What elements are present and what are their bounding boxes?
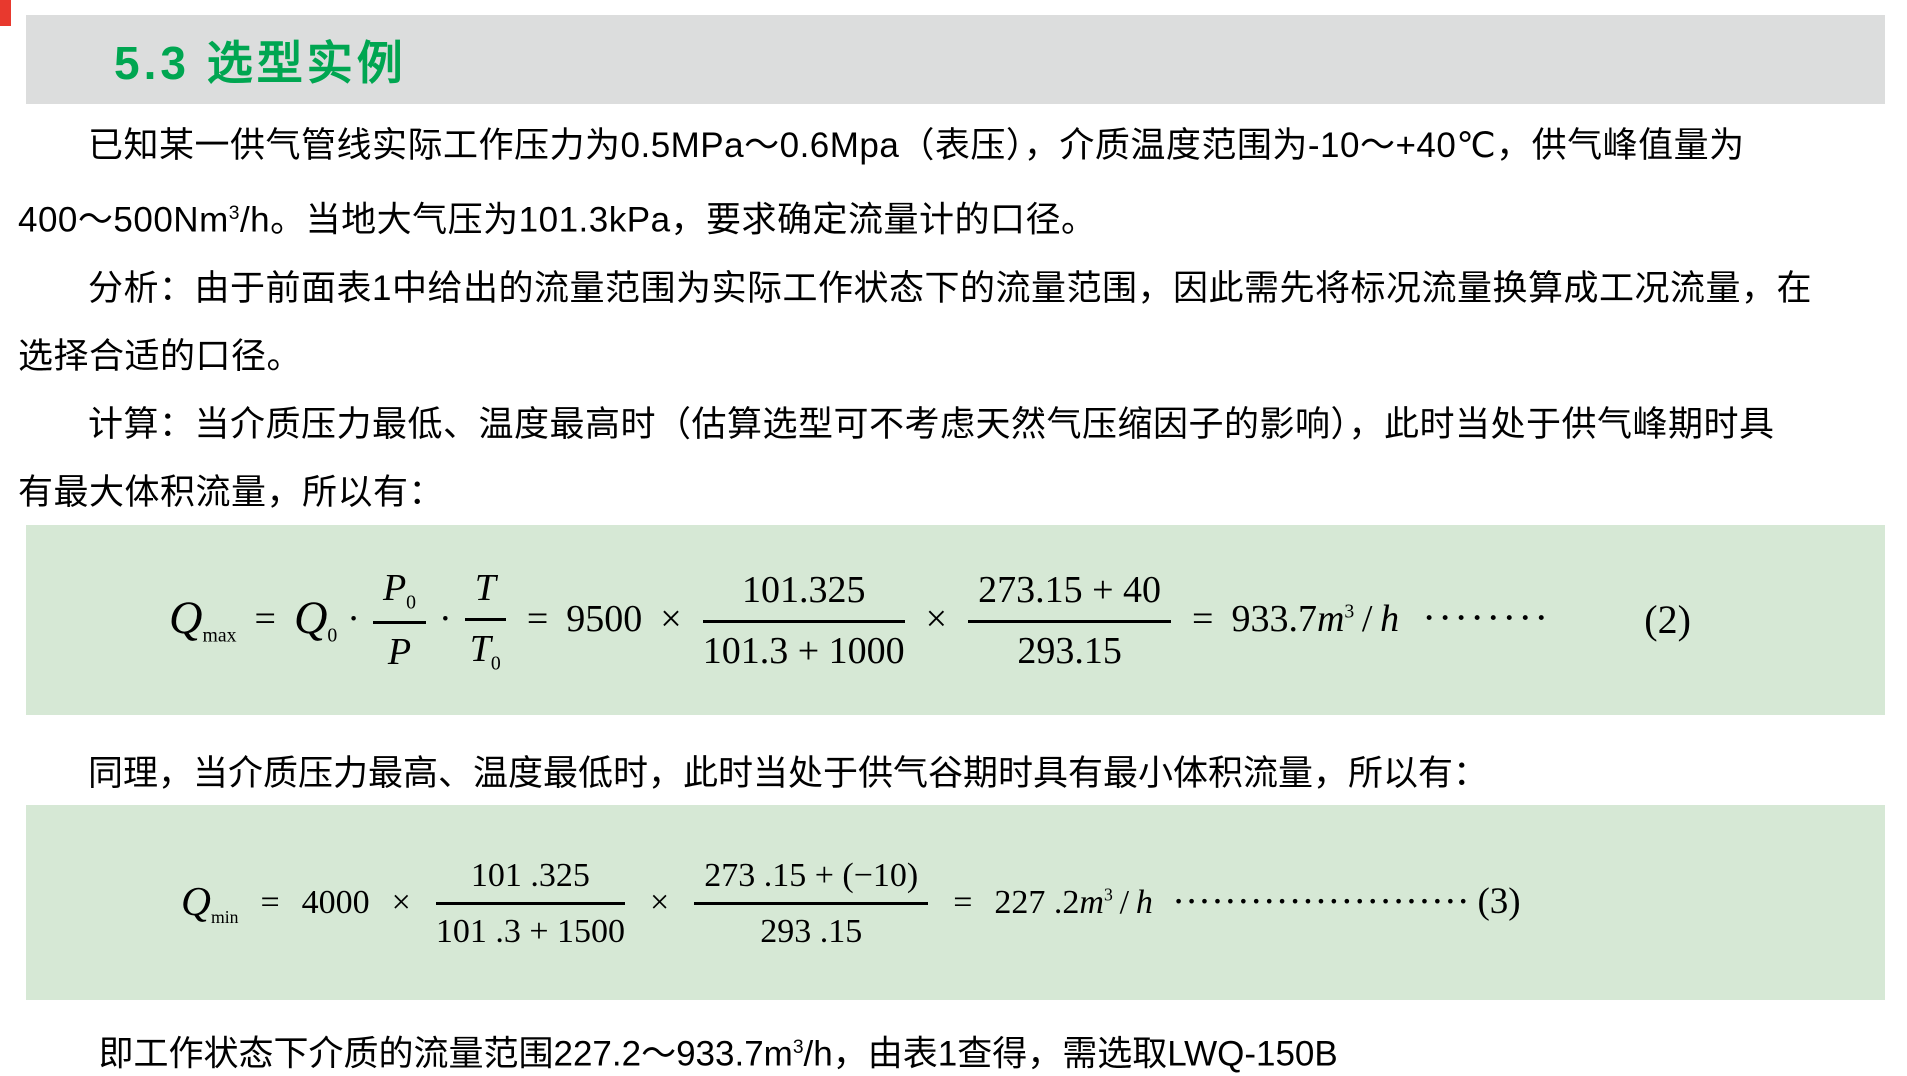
cdot-operator: · [347, 598, 360, 641]
qmax-term: Qmax [169, 593, 237, 647]
formula-block-qmin: Qmin = 4000 × 101 .325 101 .3 + 1500 × 2… [26, 805, 1885, 1000]
equals-sign: = [260, 883, 280, 921]
paragraph2-line2: 选择合适的口径。 [18, 336, 303, 376]
equation-number-3: (3) [1477, 881, 1521, 923]
paragraph3-line1: 计算：当介质压力最低、温度最高时（估算选型可不考虑天然气压缩因子的影响），此时当… [88, 404, 1775, 444]
fraction-pressure-ratio: 101 .325 101 .3 + 1500 [435, 854, 626, 951]
formula-block-qmax: Qmax = Q0 · P0 P · T T0 = 9500 × 101.325… [26, 525, 1885, 715]
fraction-pressure-ratio: 101.325 101.3 + 1000 [702, 568, 905, 672]
paragraph1-line2: 400～500Nm3/h。当地大气压为101.3kPa，要求确定流量计的口径。 [18, 200, 1097, 240]
coefficient-4000: 4000 [301, 883, 370, 921]
closing-line: 即工作状态下介质的流量范围227.2～933.7m3/h，由表1查得，需选取LW… [98, 1034, 1338, 1074]
superscript-3: 3 [792, 1037, 804, 1058]
fraction-temperature-ratio: 273.15 + 40 293.15 [968, 567, 1172, 673]
equals-sign: = [1192, 598, 1214, 641]
paragraph1-line1: 已知某一供气管线实际工作压力为0.5MPa～0.6Mpa（表压），介质温度范围为… [88, 126, 1745, 165]
section-title: 5.3 选型实例 [114, 36, 407, 89]
equation-qmin: Qmin = 4000 × 101 .325 101 .3 + 1500 × 2… [176, 854, 1521, 951]
times-sign: × [650, 883, 670, 921]
body-text: 已知某一供气管线实际工作压力为0.5MPa～0.6Mpa（表压），介质温度范围为… [18, 112, 1893, 527]
equals-sign: = [526, 598, 549, 641]
result-value: 933.7m3 / h [1231, 598, 1400, 641]
equals-sign: = [254, 598, 276, 641]
fraction-p0-over-p: P0 P [372, 565, 427, 675]
dot-leader: ••••••••••••••••••••••• [1173, 892, 1472, 912]
coefficient-9500: 9500 [566, 598, 643, 641]
qmin-term: Qmin [181, 877, 239, 927]
result-value: 227 .2m3 / h [994, 883, 1153, 921]
superscript-3: 3 [228, 203, 240, 224]
paragraph2-line1: 分析：由于前面表1中给出的流量范围为实际工作状态下的流量范围，因此需先将标况流量… [88, 268, 1812, 308]
cdot-operator: · [439, 598, 452, 641]
fraction-temperature-ratio: 273 .15 + (−10) 293 .15 [694, 854, 929, 951]
q0-term: Q0 [293, 593, 338, 647]
times-sign: × [925, 598, 948, 641]
equation-number-2: (2) [1644, 597, 1691, 642]
dot-leader: •••••••• [1424, 609, 1553, 630]
paragraph-mid: 同理，当介质压力最高、温度最低时，此时当处于供气谷期时具有最小体积流量，所以有： [88, 754, 1489, 793]
equation-qmax: Qmax = Q0 · P0 P · T T0 = 9500 × 101.325… [164, 565, 1691, 675]
times-sign: × [660, 598, 682, 641]
times-sign: × [391, 883, 411, 921]
paragraph3-line2: 有最大体积流量，所以有： [18, 472, 445, 512]
section-header-bar: 5.3 选型实例 [26, 15, 1885, 104]
equals-sign: = [953, 883, 973, 921]
red-corner-mark [0, 0, 11, 26]
fraction-t-over-t0: T T0 [464, 565, 506, 675]
